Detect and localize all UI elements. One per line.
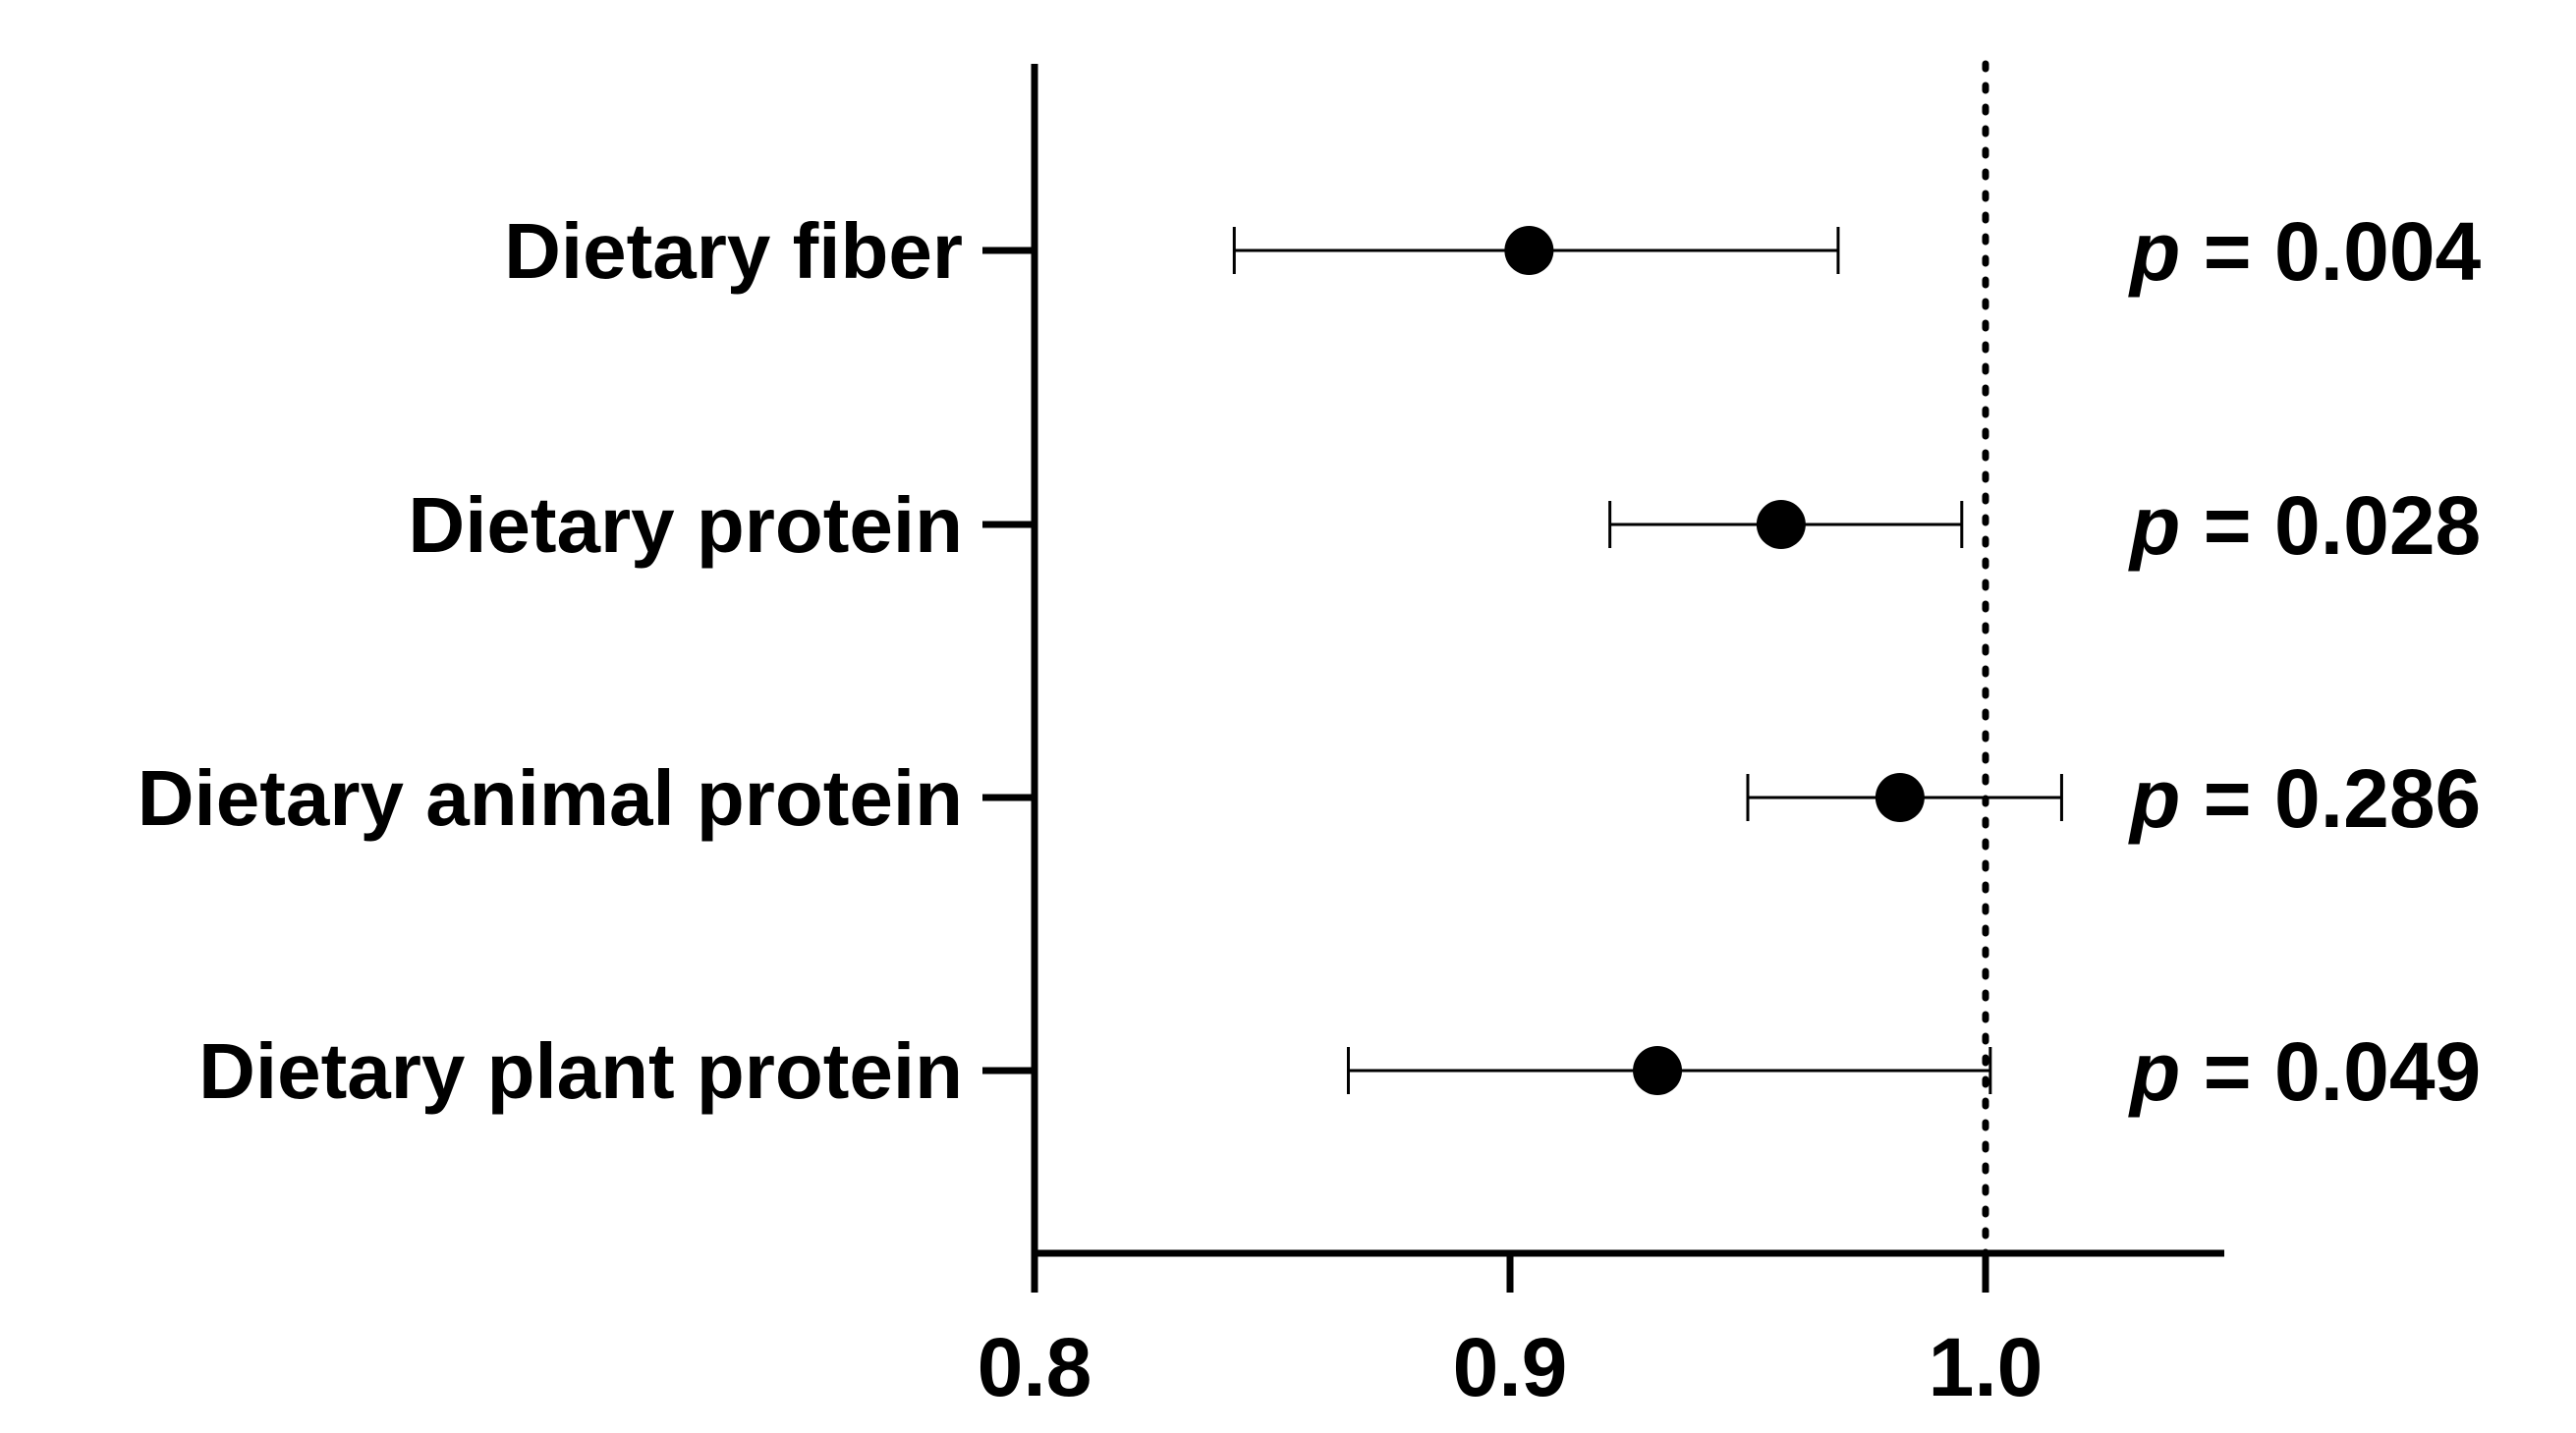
x-tick-label: 1.0: [1929, 1321, 2044, 1413]
forest-row: Dietary plant protein p = 0.049: [198, 1025, 2481, 1118]
p-value-label: p = 0.286: [2128, 752, 2481, 845]
rows: Dietary fiber p = 0.004 Dietary protein p =…: [138, 205, 2482, 1118]
category-label: Dietary fiber: [504, 207, 963, 295]
forest-row: Dietary fiber p = 0.004: [504, 205, 2481, 298]
p-symbol: p: [2128, 1025, 2180, 1118]
point-estimate: [1504, 226, 1554, 275]
category-label: Dietary animal protein: [138, 754, 963, 842]
p-value-text: = 0.004: [2180, 205, 2481, 298]
p-value-label: p = 0.049: [2128, 1025, 2481, 1118]
p-symbol: p: [2128, 752, 2180, 845]
p-value-text: = 0.028: [2180, 479, 2481, 572]
category-label: Dietary plant protein: [198, 1027, 963, 1115]
point-estimate: [1756, 500, 1806, 549]
p-value-label: p = 0.004: [2128, 205, 2482, 298]
axes: [1031, 64, 2224, 1257]
forest-row: Dietary animal protein p = 0.286: [138, 752, 2481, 845]
x-tick-label: 0.8: [978, 1321, 1092, 1413]
point-estimate: [1875, 773, 1925, 822]
x-tick-label: 0.9: [1453, 1321, 1568, 1413]
p-symbol: p: [2128, 479, 2180, 572]
p-value-label: p = 0.028: [2128, 479, 2481, 572]
forest-row: Dietary protein p = 0.028: [408, 479, 2481, 572]
p-value-text: = 0.049: [2180, 1025, 2481, 1118]
category-label: Dietary protein: [408, 481, 963, 569]
x-ticks: 0.8 0.9 1.0: [978, 1253, 2044, 1413]
p-symbol: p: [2128, 205, 2180, 298]
p-value-text: = 0.286: [2180, 752, 2481, 845]
point-estimate: [1633, 1046, 1683, 1095]
